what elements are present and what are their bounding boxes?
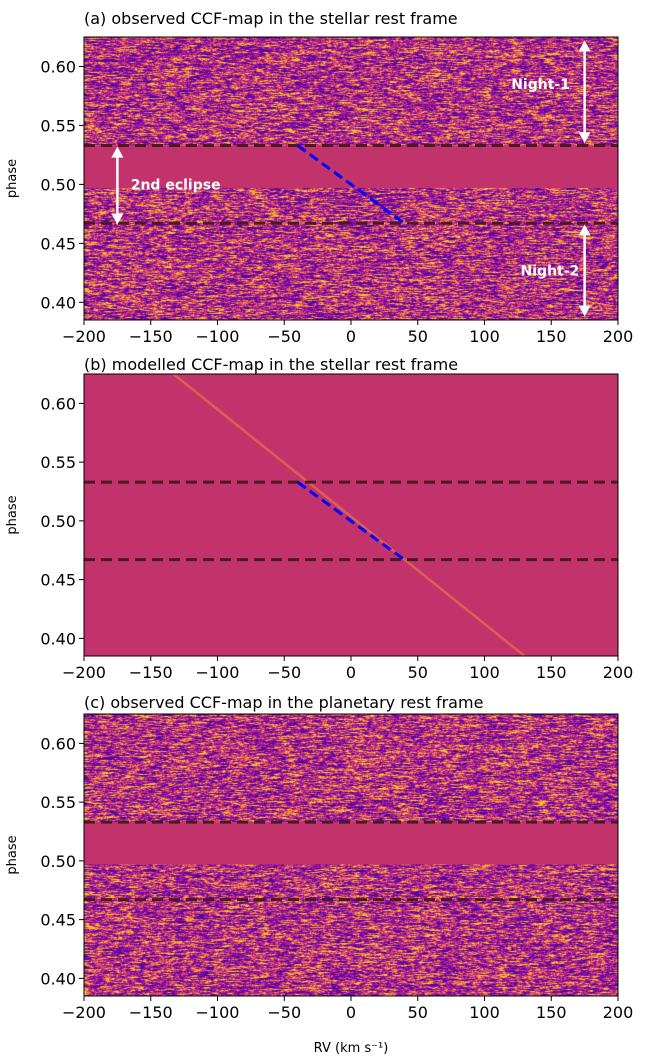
y-axis-label: phase — [5, 835, 20, 874]
x-tick-label: 100 — [469, 327, 500, 346]
panel-title: (b) modelled CCF-map in the stellar rest… — [84, 355, 458, 374]
y-tick-label: 0.45 — [40, 911, 76, 930]
x-tick-label: 200 — [603, 327, 634, 346]
plot-area — [84, 37, 618, 320]
model-signal-trail — [172, 374, 526, 656]
x-tick-label: −150 — [129, 1003, 173, 1022]
x-tick-label: −200 — [62, 663, 106, 682]
panel-b: −200 −150 −100 −50 0 50 100 150 200 0.40 0.45 0.50 0… — [5, 355, 633, 682]
annotation-arrow-1 — [578, 40, 591, 144]
y-tick-label: 0.50 — [40, 852, 76, 871]
y-tick-label: 0.60 — [40, 57, 76, 76]
y-tick-label: 0.55 — [40, 116, 76, 135]
y-tick-label: 0.50 — [40, 175, 76, 194]
annotation-label-2: 2nd eclipse — [131, 177, 221, 193]
x-tick-label: −100 — [196, 1003, 240, 1022]
x-tick-label: −50 — [267, 327, 301, 346]
panel-c: −200 −150 −100 −50 0 50 100 150 200 0.40 0.45 0.50 0… — [5, 693, 633, 1056]
y-tick-label: 0.50 — [40, 512, 76, 531]
x-tick-label: −200 — [62, 327, 106, 346]
y-tick-label: 0.40 — [40, 293, 76, 312]
panels: Night-1 2nd eclipse Night-2 −200 −150 −100 −50… — [5, 9, 633, 1056]
y-tick-label: 0.60 — [40, 734, 76, 753]
x-tick-label: −200 — [62, 1003, 106, 1022]
x-tick-label: 150 — [536, 327, 567, 346]
x-tick-label: −50 — [267, 663, 301, 682]
x-tick-label: −50 — [267, 1003, 301, 1022]
annotation-label-3: Night-2 — [521, 263, 580, 279]
panel-title: (c) observed CCF-map in the planetary re… — [84, 693, 483, 712]
panel-title: (a) observed CCF-map in the stellar rest… — [84, 9, 458, 28]
y-axis-label: phase — [5, 495, 20, 534]
plot-area — [84, 714, 618, 996]
y-axis-label: phase — [5, 159, 20, 198]
x-tick-label: 0 — [346, 1003, 356, 1022]
eclipse-gap — [84, 822, 618, 865]
y-tick-label: 0.55 — [40, 453, 76, 472]
x-tick-label: 50 — [408, 327, 428, 346]
x-tick-label: −150 — [129, 327, 173, 346]
x-tick-label: 150 — [536, 663, 567, 682]
planet-trail-in-eclipse — [296, 144, 406, 225]
panel-a: Night-1 2nd eclipse Night-2 −200 −150 −100 −50… — [5, 9, 633, 346]
y-tick-label: 0.45 — [40, 571, 76, 590]
x-tick-label: −150 — [129, 663, 173, 682]
y-tick-label: 0.60 — [40, 394, 76, 413]
x-tick-label: 50 — [408, 1003, 428, 1022]
x-tick-label: 200 — [603, 663, 634, 682]
model-background — [84, 374, 618, 656]
y-tick-label: 0.45 — [40, 234, 76, 253]
x-tick-label: −100 — [196, 663, 240, 682]
x-tick-label: 200 — [603, 1003, 634, 1022]
x-axis-label: RV (km s⁻¹) — [314, 1041, 389, 1056]
x-tick-label: 100 — [469, 663, 500, 682]
eclipse-gap — [84, 145, 618, 188]
x-tick-label: 50 — [408, 663, 428, 682]
y-tick-label: 0.40 — [40, 969, 76, 988]
annotation-arrow-2 — [111, 146, 124, 225]
y-tick-label: 0.55 — [40, 793, 76, 812]
annotation-arrow-3 — [578, 224, 591, 317]
planet-trail-in-eclipse — [296, 480, 406, 561]
y-tick-label: 0.40 — [40, 629, 76, 648]
x-tick-label: 0 — [346, 327, 356, 346]
x-tick-label: 100 — [469, 1003, 500, 1022]
x-tick-label: −100 — [196, 327, 240, 346]
plot-area — [84, 374, 618, 656]
x-tick-label: 150 — [536, 1003, 567, 1022]
annotation-label-1: Night-1 — [511, 77, 570, 93]
x-tick-label: 0 — [346, 663, 356, 682]
